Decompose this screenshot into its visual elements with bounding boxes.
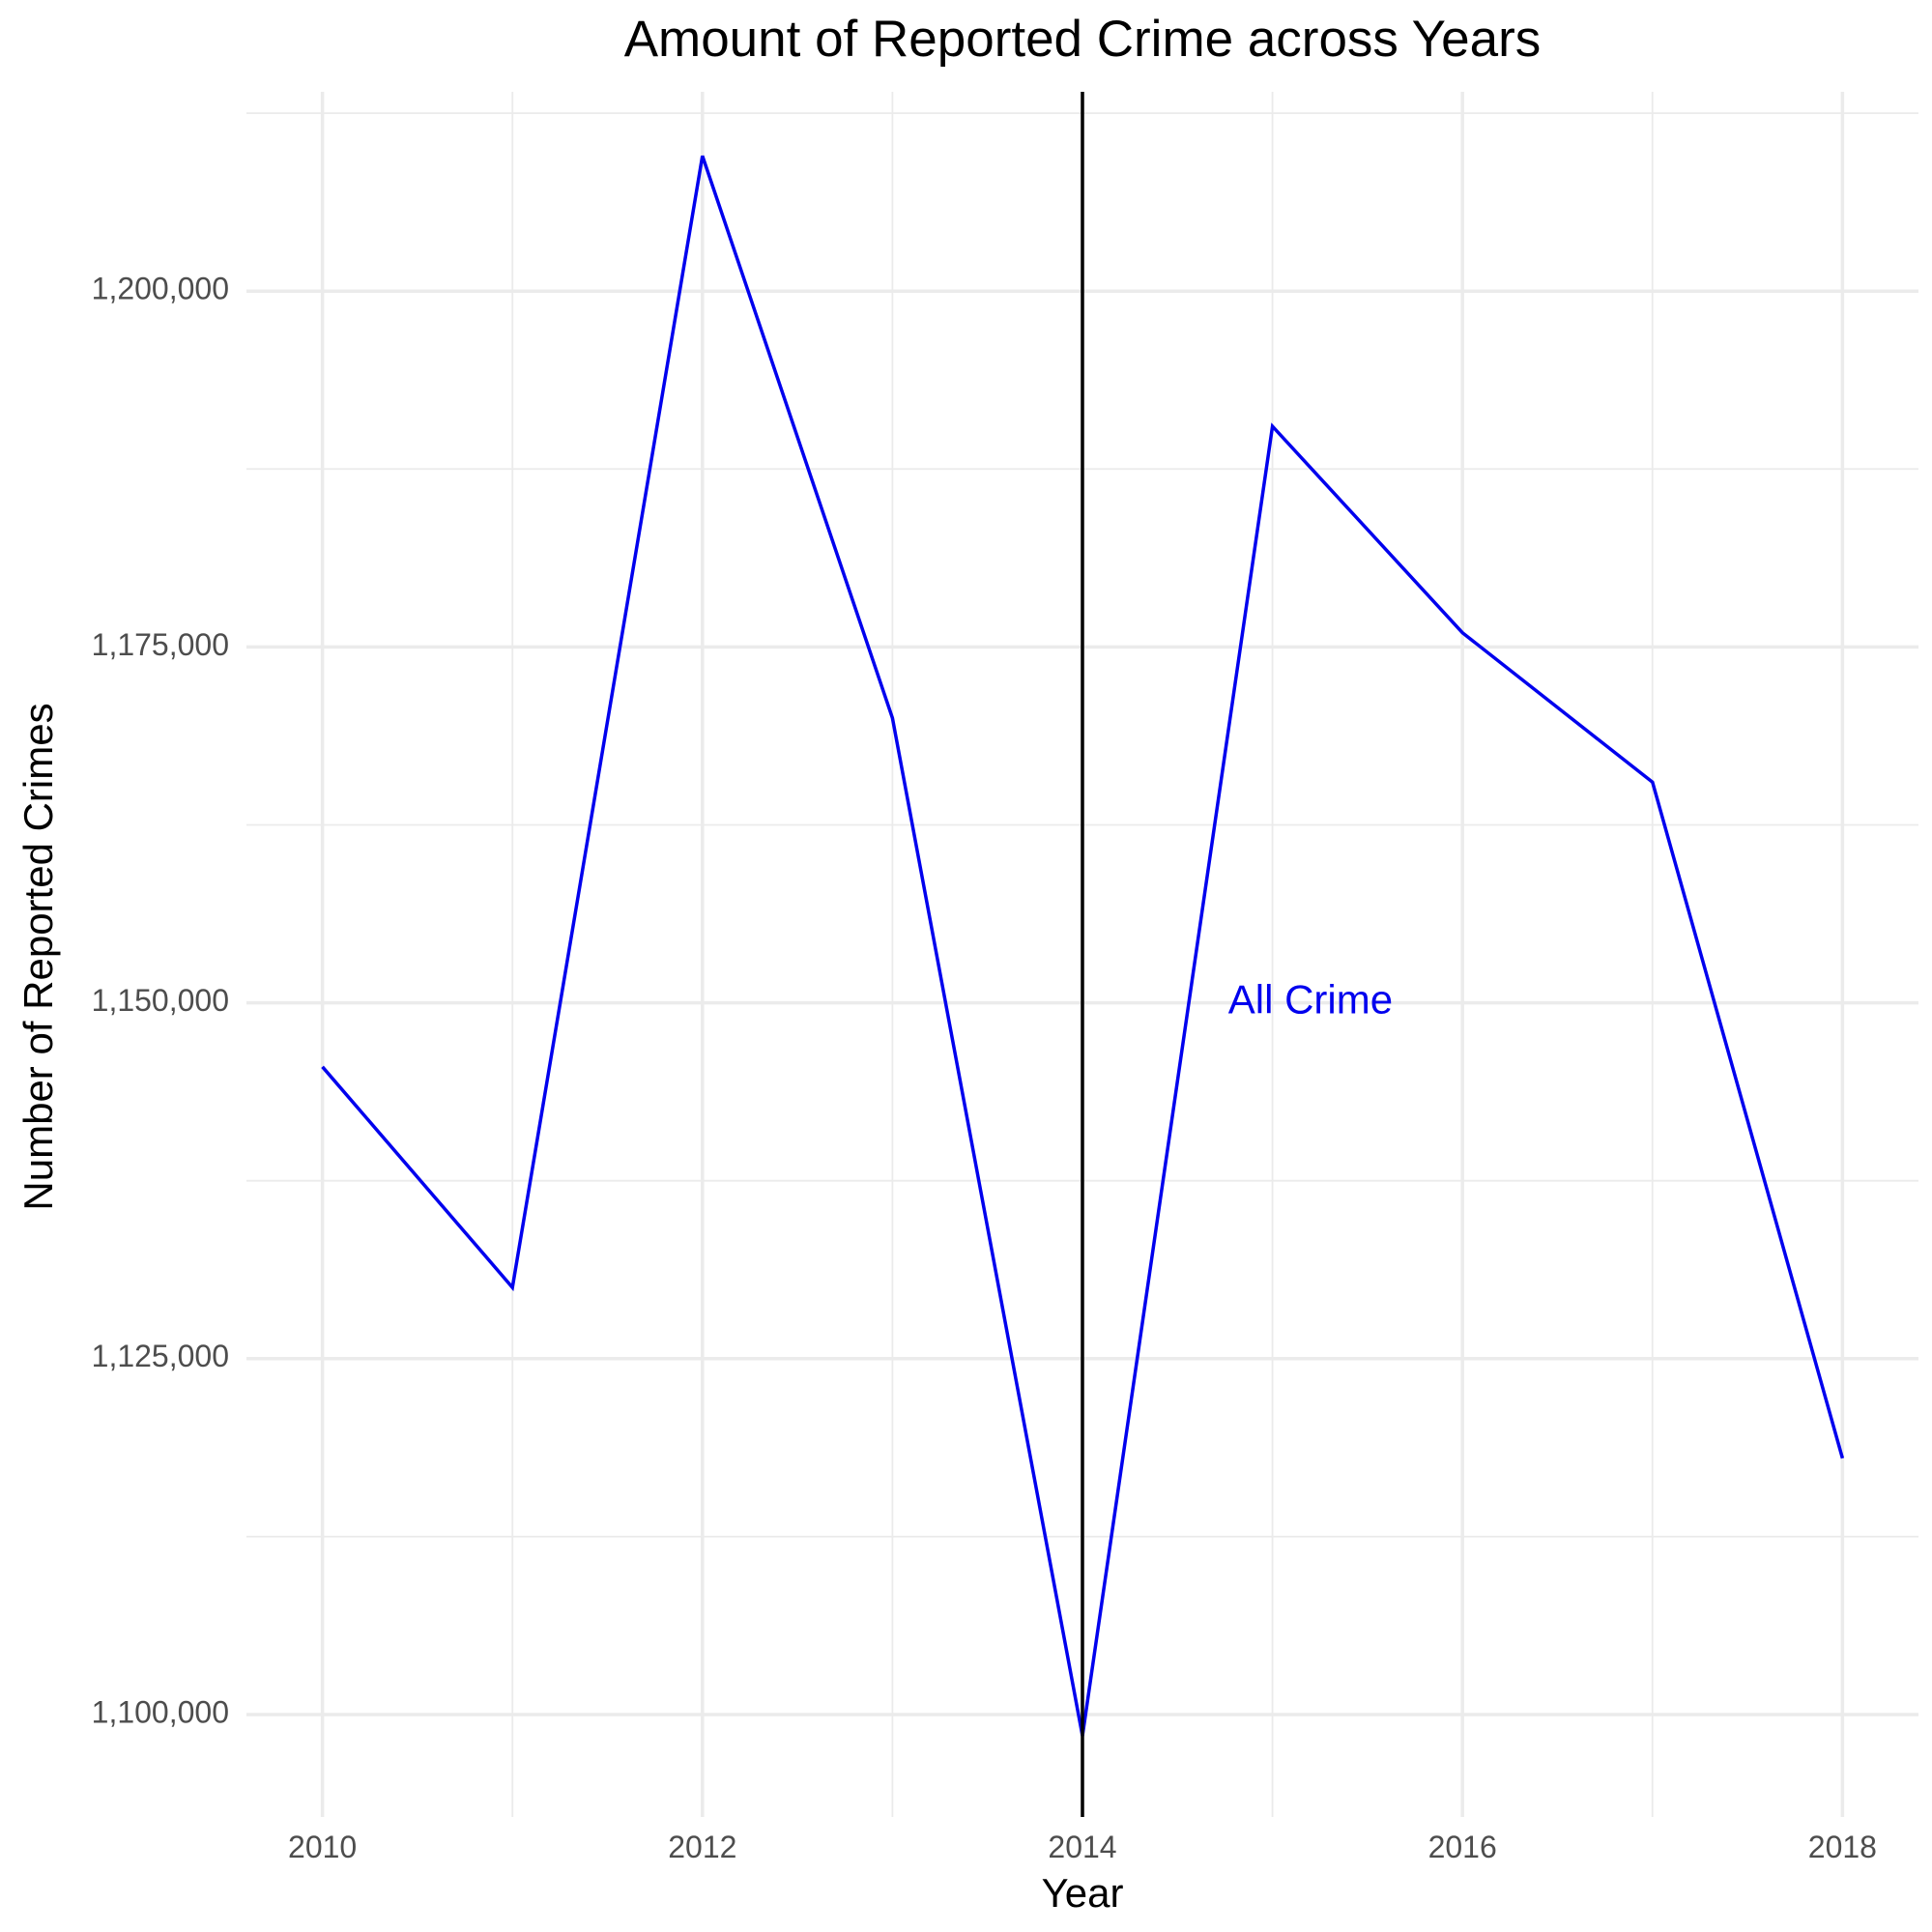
y-tick-label: 1,175,000 [92,627,229,662]
x-tick-label: 2010 [288,1830,357,1864]
y-tick-label: 1,125,000 [92,1339,229,1373]
x-axis-ticks: 2010 2012 2014 2016 2018 [288,1830,1877,1864]
y-tick-label: 1,200,000 [92,272,229,306]
y-axis-title: Number of Reported Crimes [15,703,61,1210]
chart-title: Amount of Reported Crime across Years [624,11,1542,68]
y-tick-label: 1,100,000 [92,1694,229,1729]
x-tick-label: 2012 [668,1830,736,1864]
x-tick-label: 2014 [1048,1830,1116,1864]
y-tick-label: 1,150,000 [92,983,229,1018]
x-axis-title: Year [1042,1870,1124,1916]
y-axis-ticks: 1,100,000 1,125,000 1,150,000 1,175,000 1,20… [92,272,229,1730]
x-tick-label: 2018 [1808,1830,1877,1864]
annotation-label: All Crime [1228,977,1393,1023]
x-tick-label: 2016 [1428,1830,1497,1864]
